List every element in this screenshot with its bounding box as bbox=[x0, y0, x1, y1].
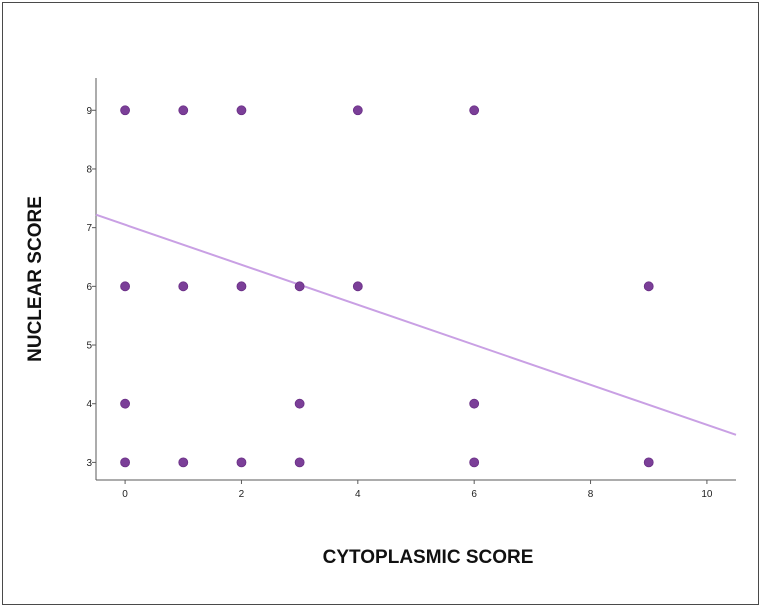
x-tick-label: 2 bbox=[239, 489, 245, 500]
data-point bbox=[236, 105, 247, 116]
data-point bbox=[294, 457, 305, 468]
data-point bbox=[236, 281, 247, 292]
data-point bbox=[236, 457, 247, 468]
axes bbox=[92, 78, 736, 484]
scatter-plot: 0 2 4 6 8 10 3 4 5 6 7 8 9 CYTOPLASMIC SCORE NUCLEAR… bbox=[25, 78, 737, 568]
data-point bbox=[643, 457, 654, 468]
y-tick-label: 5 bbox=[86, 341, 92, 352]
data-point bbox=[352, 281, 363, 292]
data-point bbox=[643, 281, 654, 292]
tick-labels: 0 2 4 6 8 10 3 4 5 6 7 8 9 bbox=[86, 106, 712, 500]
y-tick-label: 4 bbox=[86, 399, 92, 410]
data-point bbox=[178, 105, 189, 116]
data-points bbox=[120, 105, 654, 468]
x-axis-title: CYTOPLASMIC SCORE bbox=[323, 547, 534, 568]
fit-line bbox=[95, 213, 737, 436]
data-point bbox=[469, 398, 480, 409]
data-point bbox=[294, 281, 305, 292]
data-point bbox=[178, 457, 189, 468]
y-tick-label: 9 bbox=[86, 106, 92, 117]
y-axis-title: NUCLEAR SCORE bbox=[25, 196, 46, 362]
y-tick-label: 6 bbox=[86, 282, 92, 293]
x-tick-label: 8 bbox=[588, 489, 594, 500]
data-point bbox=[178, 281, 189, 292]
data-point bbox=[294, 398, 305, 409]
data-point bbox=[120, 457, 130, 468]
x-tick-label: 0 bbox=[122, 489, 128, 500]
y-tick-label: 7 bbox=[86, 223, 92, 234]
data-point bbox=[120, 398, 130, 409]
x-tick-label: 10 bbox=[701, 489, 713, 500]
y-tick-label: 3 bbox=[86, 458, 92, 469]
data-point bbox=[469, 457, 480, 468]
y-tick-label: 8 bbox=[86, 164, 92, 175]
x-tick-label: 4 bbox=[355, 489, 361, 500]
data-point bbox=[352, 105, 363, 116]
data-point bbox=[120, 105, 130, 116]
data-point bbox=[469, 105, 480, 116]
data-point bbox=[120, 281, 130, 292]
fit-line-layer bbox=[95, 213, 737, 436]
x-tick-label: 6 bbox=[471, 489, 477, 500]
